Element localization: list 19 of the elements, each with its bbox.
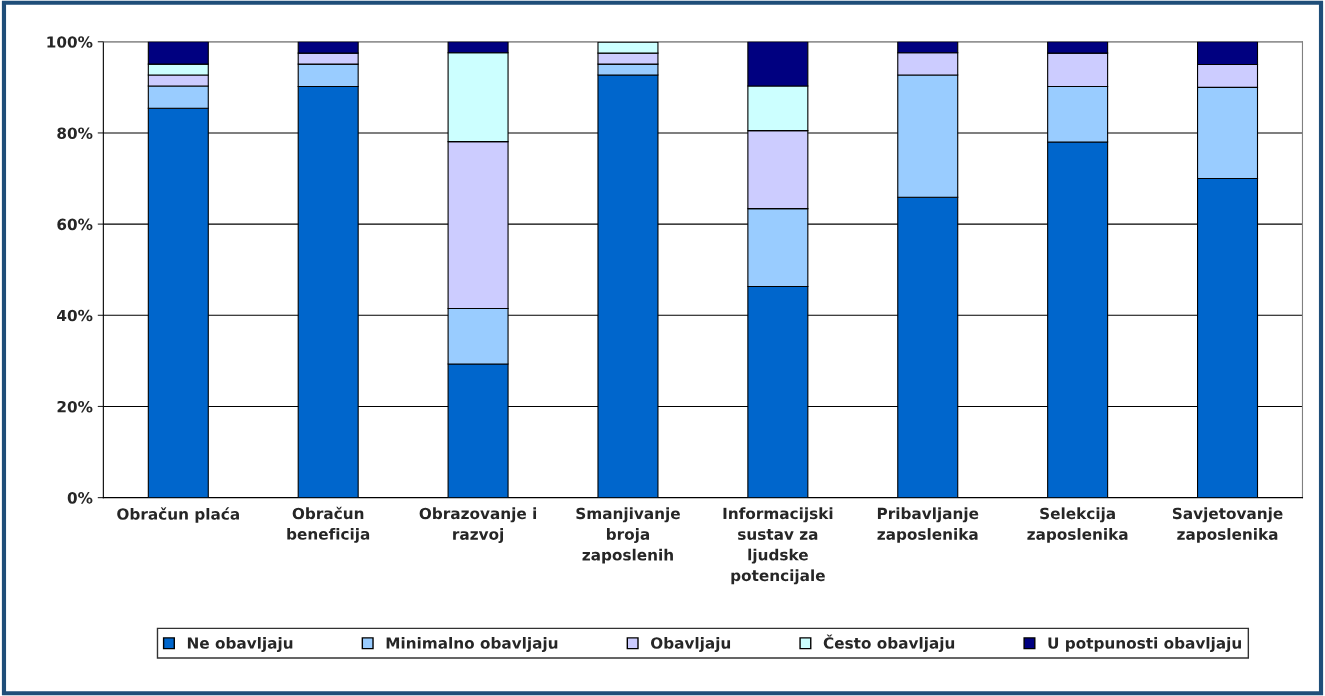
y-tick-label: 100% bbox=[47, 36, 93, 48]
legend-label: U potpunosti obavljaju bbox=[1048, 637, 1241, 652]
x-tick-label: Smanjivanje broja zaposlenih bbox=[576, 507, 680, 564]
y-tick-label: 60% bbox=[57, 218, 93, 231]
y-tick-label: 80% bbox=[57, 127, 93, 139]
y-tick-label: 20% bbox=[57, 400, 93, 413]
x-tick-label: Pribavljanje zaposlenika bbox=[877, 507, 979, 543]
x-tick-label: Obračun plaća bbox=[117, 507, 239, 523]
x-tick-label: Obračun beneficija bbox=[287, 506, 370, 543]
y-tick-label: 0% bbox=[67, 492, 93, 504]
x-tick-label: Savjetovanje zaposlenika bbox=[1172, 507, 1283, 543]
legend-label: Često obavljaju bbox=[823, 634, 955, 652]
legend-label: Ne obavljaju bbox=[187, 637, 293, 652]
legend-label: Obavljaju bbox=[650, 637, 731, 652]
x-tick-label: Informacijski sustav za ljudske potencijale bbox=[723, 507, 833, 585]
y-tick-label: 40% bbox=[57, 309, 93, 322]
x-tick-label: Obrazovanje i razvoj bbox=[419, 507, 537, 543]
legend-label: Minimalno obavljaju bbox=[386, 637, 558, 652]
x-tick-label: Selekcija zaposlenika bbox=[1027, 507, 1128, 543]
